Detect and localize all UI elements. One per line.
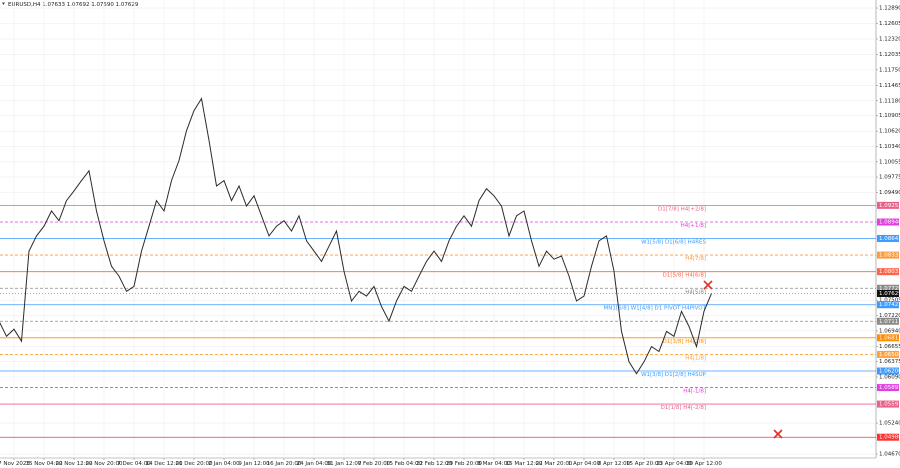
last-price-box [877, 289, 899, 297]
price-box-label: 1.07422 [879, 302, 900, 308]
price-box [877, 268, 899, 276]
price-box-label: 1.07117 [879, 319, 900, 325]
y-tick-label: 1.06940 [879, 328, 900, 334]
y-tick-label: 1.11750 [879, 67, 900, 73]
x-tick-label: 23 Apr 04:00 [656, 461, 692, 467]
y-tick-label: 1.06090 [879, 374, 900, 380]
price-box-label: 1.06200 [879, 369, 900, 375]
price-box [877, 218, 899, 226]
level-label: H4[1/8] [685, 355, 706, 361]
x-tick-label: 21 Dec 20:00 [176, 461, 213, 467]
price-box [877, 433, 899, 441]
price-box [877, 234, 899, 242]
x-tick-label: 29 Feb 20:00 [446, 461, 483, 467]
level-label: H4[+1/8] [681, 223, 706, 229]
level-label: W1[5/8] D1[6/8] H4RES [641, 239, 706, 245]
y-tick-label: 1.12605 [879, 21, 900, 27]
price-box-label: 1.08031 [879, 269, 900, 275]
y-tick-label: 1.06655 [879, 344, 900, 350]
chart-title: EURUSD,H4 1.07633 1.07692 1.07590 1.0762… [8, 2, 139, 8]
y-tick-label: 1.05240 [879, 421, 900, 427]
level-label: W1[3/8] D1[2/8] H4SUP [641, 372, 707, 378]
x-tick-label: 22 Nov 12:00 [55, 461, 93, 467]
x-tick-label: 1 Apr 04:00 [568, 461, 601, 467]
x-tick-label: 15 Feb 04:00 [386, 461, 423, 467]
y-tick-label: 1.06375 [879, 359, 900, 365]
level-label: H4[7/8] [685, 256, 706, 262]
price-box [877, 317, 899, 325]
price-line [0, 97, 712, 375]
x-tick-label: 15 Apr 20:00 [626, 461, 662, 467]
y-tick-label: 1.12320 [879, 36, 900, 42]
x-tick-label: 14 Dec 12:00 [146, 461, 183, 467]
y-tick-label: 1.12890 [879, 6, 900, 12]
x-tick-label: 7 Dec 04:00 [117, 461, 151, 467]
x-tick-label: 8 Apr 12:00 [598, 461, 631, 467]
price-box [877, 400, 899, 408]
y-tick-label: 1.10340 [879, 144, 900, 150]
x-tick-label: 24 Jan 04:00 [297, 461, 332, 467]
y-tick-label: 1.09490 [879, 190, 900, 196]
x-tick-label: 30 Apr 12:00 [686, 461, 722, 467]
y-tick-label: 1.11465 [879, 83, 900, 89]
x-tick-label: 7 Feb 20:00 [358, 461, 391, 467]
x-tick-label: 22 Mar 20:00 [536, 461, 573, 467]
level-label: D1[7/8] H4[+2/8] [658, 206, 706, 212]
level-label: D1[5/8] H4[6/8] [663, 273, 706, 279]
price-box [877, 384, 899, 392]
last-price-label: 1.07629 [879, 291, 900, 297]
y-tick-label: 1.10905 [879, 113, 900, 119]
cross-marker [703, 280, 783, 439]
y-tick-label: 1.10620 [879, 129, 900, 135]
price-box-label: 1.08337 [879, 253, 900, 259]
price-box-label: 1.08946 [879, 220, 900, 226]
price-box-label: 1.07725 [879, 286, 900, 292]
y-tick-label: 1.07220 [879, 313, 900, 319]
x-tick-label: 16 Jan 20:00 [267, 461, 302, 467]
y-tick-label: 1.09775 [879, 175, 900, 181]
y-tick-label: 1.10055 [879, 159, 900, 165]
price-box [877, 301, 899, 309]
x-tick-label: 7 Nov 2023 [0, 461, 30, 467]
price-box-label: 1.05591 [879, 402, 900, 408]
price-box-label: 1.09253 [879, 203, 900, 209]
price-box-label: 1.04980 [879, 435, 900, 441]
level-label: MN1[6/8] W1[4/8] D1 PIVOT H4PIVOT [603, 306, 706, 312]
x-tick-label: 15 Nov 04:00 [25, 461, 63, 467]
y-tick-label: 1.11180 [879, 98, 900, 104]
price-box [877, 284, 899, 292]
level-label: H4[5/8] [685, 289, 706, 295]
y-tick-label: 1.04670 [879, 452, 900, 458]
price-box [877, 201, 899, 209]
y-tick-label: 1.12035 [879, 52, 900, 58]
level-label: D1[1/8] H4[-2/8] [661, 405, 706, 411]
x-tick-label: 8 Mar 04:00 [477, 461, 511, 467]
menu-arrow [2, 2, 5, 5]
price-box [877, 367, 899, 375]
y-tick-label: 1.07505 [879, 298, 900, 304]
level-label: D1[3/8] H4[2/8] [663, 339, 706, 345]
level-label: H4[-1/8] [683, 389, 706, 395]
price-box [877, 350, 899, 358]
x-tick-label: 9 Jan 12:00 [238, 461, 270, 467]
price-box-label: 1.06506 [879, 352, 900, 358]
x-tick-label: 15 Mar 12:00 [506, 461, 543, 467]
price-box-label: 1.05895 [879, 385, 900, 391]
price-box [877, 334, 899, 342]
x-tick-label: 31 Jan 12:00 [327, 461, 362, 467]
price-box [877, 251, 899, 259]
x-tick-label: 29 Nov 20:00 [85, 461, 123, 467]
x-tick-label: 22 Feb 12:00 [416, 461, 453, 467]
price-box-label: 1.06812 [879, 335, 900, 341]
x-tick-label: 2 Jan 04:00 [208, 461, 240, 467]
price-box-label: 1.08643 [879, 236, 900, 242]
